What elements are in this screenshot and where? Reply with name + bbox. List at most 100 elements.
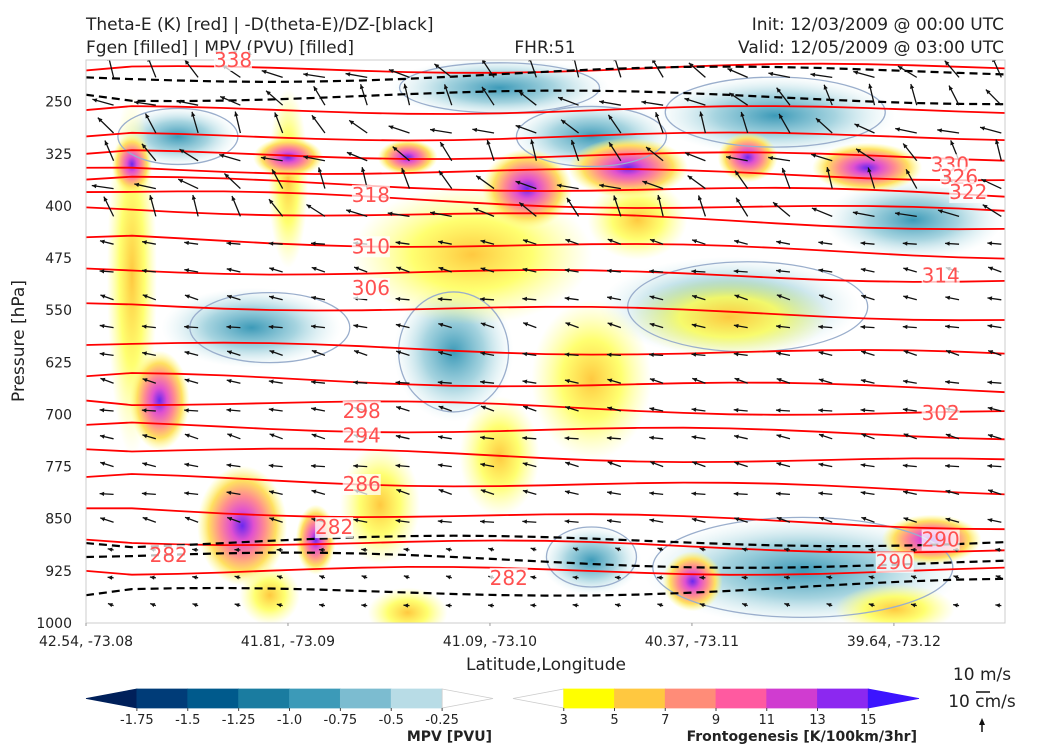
colorbar-swatch [289, 688, 341, 709]
wind-arrow-head [945, 295, 951, 301]
wind-arrow-head [480, 462, 486, 467]
wind-arrow-head [142, 294, 148, 299]
wind-arrow-head [445, 547, 451, 552]
wind-arrow-head [142, 240, 147, 245]
wind-arrow-head [276, 547, 282, 553]
wind-arrow-head [99, 351, 105, 357]
wind-arrow-head [699, 603, 705, 608]
wind-arrow-head [473, 207, 479, 212]
wind-arrow-head [311, 380, 316, 385]
wind-arrow-head [522, 462, 528, 467]
wind-arrow-head [775, 408, 781, 413]
wind-arrow-head [868, 547, 874, 553]
wind-arrow-head [607, 490, 612, 495]
wind-arrow-head [614, 603, 620, 608]
wind-arrow-head [776, 378, 782, 383]
wind-arrow-head [141, 268, 147, 274]
y-tick-label: 1000 [36, 616, 72, 632]
wind-arrow-head [776, 462, 782, 467]
wind-arrow-head [987, 380, 993, 385]
wind-arrow-head [184, 268, 190, 273]
wind-arrow-head [480, 322, 486, 327]
wind-arrow-head [564, 519, 570, 524]
colorbar-swatch [136, 688, 189, 709]
wind-arrow-head [438, 266, 444, 271]
wind-arrow-head [699, 547, 705, 552]
wind-arrow-head [395, 434, 401, 439]
wind-arrow-head [395, 463, 401, 468]
wind-arrow-head [734, 461, 740, 466]
wind-arrow-head [987, 241, 993, 246]
wind-arrow-head [269, 295, 275, 300]
wind-arrow-head [784, 547, 789, 552]
wind-arrow-head [403, 575, 409, 580]
wind-arrow-head [99, 269, 105, 274]
y-tick-label: 475 [45, 251, 72, 267]
wind-arrow-head [191, 195, 197, 200]
wind-arrow-head [699, 111, 704, 117]
wind-arrow-head [388, 125, 394, 130]
mpv-contour-line [545, 526, 638, 588]
theta-e-contour-label: 318 [352, 183, 390, 207]
valid-time: Valid: 12/05/2009 @ 03:00 UTC [738, 38, 1004, 58]
theta-e-contour [86, 421, 1005, 441]
wind-arrow-head [149, 195, 154, 201]
wind-arrow-head [522, 379, 528, 384]
wind-arrow-head [987, 518, 993, 523]
filled-contour-region [834, 584, 955, 623]
wind-arrow-head [818, 378, 824, 383]
x-tick-label: 40.37, -73.11 [645, 634, 739, 650]
colorbar-swatch [187, 688, 240, 709]
theta-e-contour-label: 310 [352, 234, 390, 258]
theta-e-contour [86, 341, 1005, 356]
wind-arrow-head [269, 267, 275, 272]
wind-arrow-head [317, 167, 323, 173]
wind-arrow-head [649, 238, 655, 244]
theta-e-contour [86, 507, 1005, 531]
wind-arrow-head [691, 517, 697, 522]
wind-arrow-head [826, 575, 832, 580]
wind-arrow-head [988, 266, 994, 271]
stability-dashed-contour [86, 65, 1005, 84]
wind-arrow-head [311, 266, 317, 271]
wind-arrow-head [481, 60, 487, 65]
wind-arrow-head [819, 516, 825, 521]
wind-arrow-head [353, 518, 359, 523]
wind-arrow-head [649, 407, 655, 412]
wind-arrow-head [276, 575, 282, 580]
wind-arrow-head [311, 324, 316, 329]
wind-arrow-head [980, 126, 985, 131]
plot-frame [85, 59, 1006, 624]
contour-label-bg [342, 425, 381, 447]
wind-arrow-head [141, 143, 147, 149]
wind-arrow-head [861, 516, 867, 522]
wind-arrow-head [572, 603, 578, 608]
wind-arrow-head [741, 575, 747, 580]
filled-contour-region [655, 75, 896, 156]
colorbar-tick-label: -0.75 [324, 713, 358, 728]
wind-arrow-head [818, 350, 824, 356]
wind-arrow-head [953, 575, 959, 580]
colorbar-tick-label: 9 [712, 713, 720, 728]
wind-arrow-head [944, 60, 950, 66]
wind-arrow-head [818, 324, 823, 330]
wind-arrow-head [403, 603, 409, 608]
wind-arrow-head [860, 490, 866, 496]
theta-e-contour-label: 298 [343, 399, 381, 423]
wind-arrow-head [953, 603, 958, 608]
wind-arrow-head [868, 603, 874, 608]
colorbar-tick-label: -1.0 [277, 713, 302, 728]
wind-arrow-head [692, 294, 698, 300]
wind-arrow-head [269, 433, 275, 438]
wind-arrow-head [184, 60, 190, 65]
y-tick-label: 925 [45, 564, 72, 580]
wind-arrow-head [480, 405, 486, 410]
wind-arrow-head [396, 406, 402, 411]
wind-arrow-head [480, 267, 486, 272]
wind-arrow-head [530, 575, 536, 580]
theta-e-contour-label: 294 [343, 423, 381, 447]
wind-arrow-head [272, 169, 277, 175]
wind-arrow-head [184, 240, 189, 246]
wind-arrow-head [945, 433, 951, 438]
wind-arrow-head [388, 69, 394, 74]
